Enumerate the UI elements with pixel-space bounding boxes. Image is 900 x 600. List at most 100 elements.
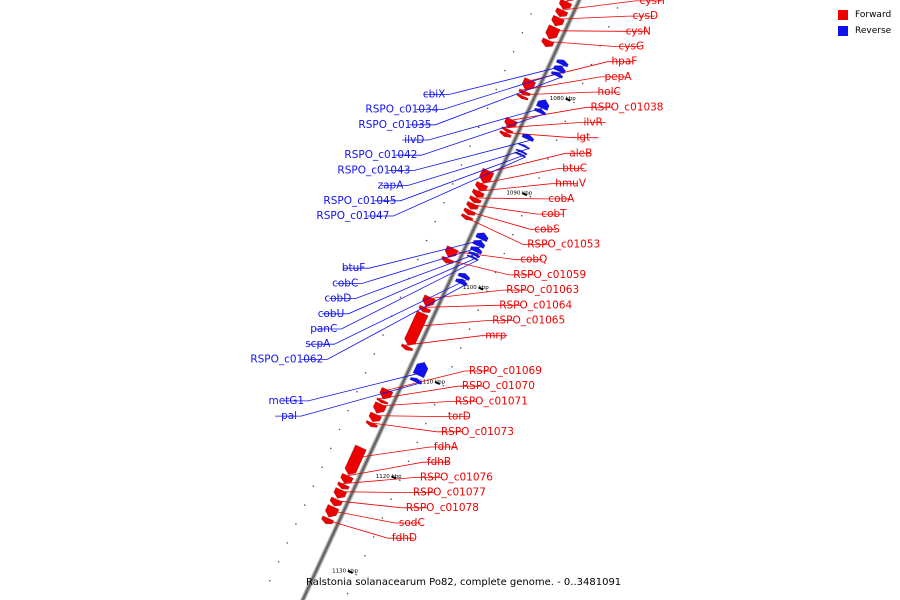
reverse-gene-arrow[interactable] [466, 254, 479, 262]
reverse-gene-arrow[interactable] [517, 142, 531, 150]
forward-gene[interactable]: RSPO_c01070 [376, 380, 535, 405]
forward-gene-label[interactable]: btuC [562, 163, 587, 175]
forward-gene[interactable]: fdhB [340, 456, 452, 484]
forward-gene[interactable]: fdhA [344, 441, 459, 476]
forward-gene-arrow[interactable] [365, 420, 379, 428]
reverse-gene-label[interactable]: RSPO_c01034 [365, 104, 438, 116]
forward-gene-arrow[interactable] [333, 487, 348, 499]
forward-gene[interactable]: RSPO_c01078 [329, 496, 479, 514]
reverse-gene-label[interactable]: RSPO_c01047 [316, 210, 389, 222]
forward-gene-label[interactable]: cobS [534, 223, 560, 235]
forward-gene[interactable]: RSPO_c01071 [372, 395, 528, 414]
forward-gene[interactable]: aleB [479, 147, 592, 184]
forward-gene-label[interactable]: fdhD [392, 532, 417, 544]
forward-gene-label[interactable]: RSPO_c01059 [513, 269, 586, 281]
forward-gene-label[interactable]: mrp [485, 330, 507, 342]
forward-gene[interactable]: hpaF [521, 56, 638, 91]
forward-gene-label[interactable]: RSPO_c01078 [406, 502, 479, 514]
forward-gene-label[interactable]: cysG [619, 41, 645, 53]
forward-gene[interactable]: cysN [545, 24, 651, 40]
forward-gene-label[interactable]: hmuV [555, 178, 587, 190]
forward-gene-label[interactable]: torD [448, 411, 471, 423]
forward-gene-arrow[interactable] [404, 310, 429, 346]
forward-gene-arrow[interactable] [329, 496, 343, 507]
reverse-gene[interactable]: ilvD [402, 99, 550, 146]
forward-gene-arrow[interactable] [418, 304, 432, 314]
forward-gene-arrow[interactable] [372, 401, 387, 414]
forward-gene-label[interactable]: RSPO_c01071 [455, 395, 528, 407]
forward-gene[interactable]: RSPO_c01069 [379, 365, 542, 400]
reverse-gene-label[interactable]: zapA [378, 180, 405, 192]
reverse-gene-label[interactable]: RSPO_c01043 [337, 164, 410, 176]
forward-gene[interactable]: torD [368, 411, 471, 423]
forward-gene[interactable]: RSPO_c01076 [337, 471, 493, 490]
reverse-gene-label[interactable]: RSPO_c01045 [323, 195, 396, 207]
forward-gene-label[interactable]: cysN [626, 25, 651, 37]
forward-gene-arrow[interactable] [466, 200, 480, 210]
forward-gene[interactable]: RSPO_c01038 [504, 101, 664, 129]
forward-gene-label[interactable]: RSPO_c01063 [506, 284, 579, 296]
forward-gene-label[interactable]: hpaF [612, 56, 638, 68]
forward-gene[interactable]: cysH [555, 0, 665, 18]
forward-gene-label[interactable]: RSPO_c01070 [462, 380, 535, 392]
reverse-gene-arrow[interactable] [412, 361, 429, 379]
forward-gene-label[interactable]: RSPO_c01077 [413, 487, 486, 499]
forward-gene[interactable]: cysI1 [563, 0, 680, 1]
forward-gene-label[interactable]: lgt [577, 132, 591, 144]
reverse-gene[interactable]: zapA [378, 142, 531, 192]
reverse-gene[interactable]: scpA [305, 272, 471, 350]
reverse-gene-label[interactable]: cobC [332, 277, 358, 289]
reverse-gene[interactable]: RSPO_c01034 [365, 65, 566, 116]
forward-gene[interactable]: holC [516, 86, 621, 101]
reverse-gene[interactable]: btuF [342, 232, 489, 274]
forward-gene[interactable]: hmuV [471, 178, 587, 198]
reverse-gene-arrow[interactable] [469, 246, 483, 255]
forward-gene-label[interactable]: aleB [569, 147, 592, 159]
reverse-gene[interactable]: pal [275, 377, 423, 422]
reverse-gene-label[interactable]: RSPO_c01035 [358, 119, 431, 131]
forward-gene-label[interactable]: cysD [633, 10, 659, 22]
reverse-gene-label[interactable]: scpA [305, 338, 331, 350]
reverse-gene[interactable]: metG1 [268, 361, 429, 407]
reverse-gene[interactable]: cobU [318, 251, 481, 320]
reverse-gene[interactable]: RSPO_c01042 [344, 107, 547, 161]
reverse-gene[interactable]: cobD [324, 246, 483, 305]
forward-gene-label[interactable]: cobA [548, 193, 575, 205]
reverse-gene-label[interactable]: cobU [318, 308, 345, 320]
reverse-gene[interactable]: cbiX [423, 59, 569, 101]
reverse-gene-label[interactable]: pal [281, 410, 297, 422]
reverse-gene[interactable]: RSPO_c01047 [316, 151, 527, 222]
forward-gene[interactable]: cobA [468, 193, 575, 205]
forward-gene-label[interactable]: cysH [640, 0, 665, 7]
reverse-gene-arrow[interactable] [514, 151, 527, 159]
reverse-gene[interactable]: RSPO_c01043 [337, 133, 535, 176]
reverse-gene-label[interactable]: RSPO_c01062 [250, 353, 323, 365]
forward-gene[interactable]: RSPO_c01077 [333, 487, 486, 499]
forward-gene[interactable]: fdhD [321, 515, 417, 544]
reverse-gene-label[interactable]: btuF [342, 262, 365, 274]
reverse-gene[interactable]: RSPO_c01035 [358, 71, 564, 131]
forward-gene-arrow[interactable] [471, 188, 485, 198]
forward-gene-label[interactable]: RSPO_c01064 [499, 299, 572, 311]
reverse-gene-label[interactable]: ilvD [404, 134, 424, 146]
reverse-gene-label[interactable]: panC [310, 323, 337, 335]
forward-gene[interactable]: RSPO_c01065 [404, 310, 566, 346]
forward-gene-label[interactable]: RSPO_c01069 [469, 365, 542, 377]
forward-gene[interactable]: RSPO_c01073 [365, 420, 514, 438]
forward-gene[interactable]: cysD [551, 10, 659, 27]
forward-gene-arrow[interactable] [555, 7, 569, 18]
forward-gene[interactable]: RSPO_c01063 [422, 284, 579, 308]
forward-gene[interactable]: cobT [466, 200, 567, 220]
forward-gene-arrow[interactable] [563, 0, 578, 1]
forward-gene-label[interactable]: RSPO_c01038 [591, 101, 664, 113]
reverse-gene-label[interactable]: metG1 [268, 395, 304, 407]
forward-gene[interactable]: lgt [499, 130, 599, 144]
forward-gene-arrow[interactable] [422, 294, 437, 308]
reverse-gene-label[interactable]: cbiX [423, 88, 446, 100]
reverse-gene[interactable]: RSPO_c01062 [250, 278, 468, 366]
forward-gene-label[interactable]: holC [598, 86, 621, 98]
forward-gene-arrow[interactable] [468, 195, 482, 204]
reverse-gene[interactable]: cobC [332, 239, 486, 289]
forward-gene-label[interactable]: RSPO_c01065 [492, 315, 565, 327]
reverse-gene[interactable]: RSPO_c01045 [323, 148, 528, 207]
